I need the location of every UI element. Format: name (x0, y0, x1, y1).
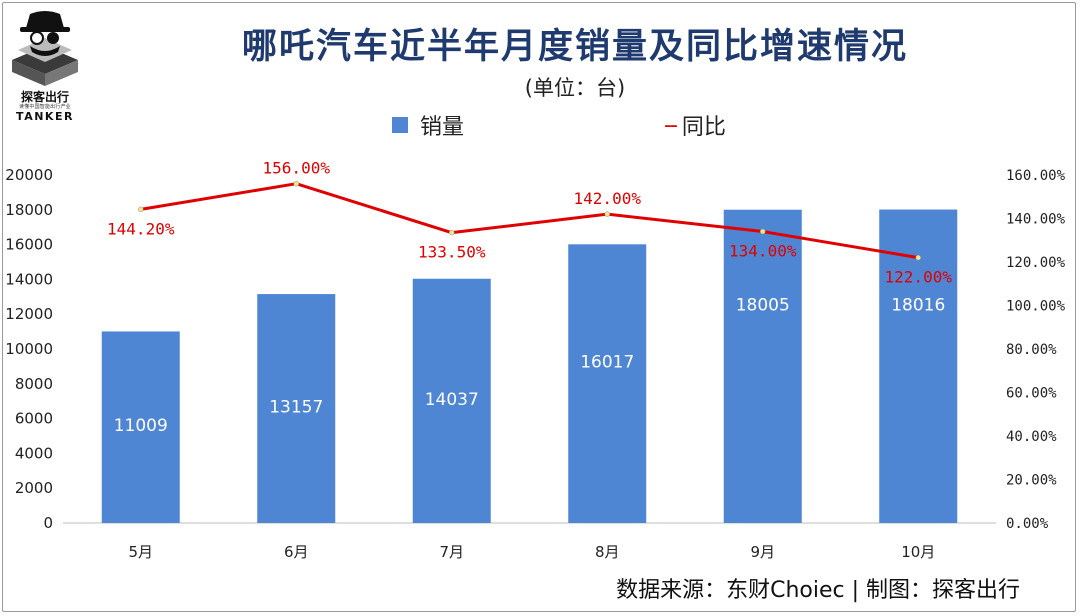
y-left-tick-label: 12000 (5, 305, 53, 323)
y-right-tick-label: 80.00% (1006, 342, 1057, 358)
y-left-tick-label: 18000 (5, 201, 53, 219)
y-left-tick-label: 8000 (15, 375, 53, 393)
yoy-point-marker (138, 206, 144, 213)
y-left-tick-label: 10000 (5, 340, 53, 358)
x-category-label: 9月 (750, 543, 775, 561)
yoy-value-label: 156.00% (263, 159, 331, 178)
logo-english-name: TANKER (16, 110, 74, 123)
legend-line-label: 同比 (681, 115, 726, 140)
y-right-tick-label: 20.00% (1006, 473, 1057, 489)
x-category-label: 7月 (439, 543, 464, 561)
y-right-tick-label: 140.00% (1006, 212, 1066, 228)
yoy-point-marker (760, 228, 766, 235)
y-left-tick-label: 6000 (15, 410, 53, 428)
chart-unit: (单位：台) (524, 76, 626, 100)
bar-value-label: 14037 (425, 390, 479, 410)
legend-line-swatch: -- (664, 112, 678, 138)
bar-value-label: 13157 (269, 398, 323, 418)
yoy-value-label: 134.00% (729, 242, 797, 261)
detective-icon (12, 11, 78, 86)
x-category-label: 10月 (901, 543, 935, 561)
x-category-label: 8月 (595, 543, 620, 561)
y-left-tick-label: 0 (43, 514, 53, 532)
bar-value-label: 16017 (580, 353, 634, 373)
sales-bar (412, 278, 491, 523)
legend-bar-label: 销量 (420, 115, 465, 140)
yoy-value-label: 122.00% (885, 268, 953, 287)
tanker-logo: 探客出行 读懂中国智能出行产业 TANKER (8, 6, 82, 123)
yoy-point-marker (915, 254, 921, 261)
yoy-value-label: 144.20% (107, 219, 175, 238)
legend-bar-entry: 销量 (392, 110, 464, 140)
legend-bar-swatch (392, 117, 408, 133)
yoy-point-marker (293, 180, 299, 187)
yoy-point-marker (449, 229, 455, 236)
y-right-tick-label: 0.00% (1006, 516, 1049, 532)
y-right-tick-label: 40.00% (1006, 429, 1057, 445)
bar-value-label: 11009 (114, 416, 168, 436)
chart-title: 哪吒汽车近半年月度销量及同比增速情况 (241, 27, 908, 67)
x-category-label: 6月 (284, 543, 309, 561)
logo-chinese-name: 探客出行 (20, 90, 69, 104)
yoy-value-label: 133.50% (418, 243, 486, 262)
sales-bar (879, 209, 958, 523)
yoy-growth-line (140, 182, 919, 260)
sales-bar (257, 294, 336, 523)
y-left-tick-label: 4000 (15, 444, 53, 462)
yoy-point-marker (604, 211, 610, 217)
sales-bar (568, 244, 647, 523)
yoy-value-label: 142.00% (574, 189, 642, 208)
y-left-tick-label: 16000 (5, 236, 53, 254)
y-left-tick-label: 14000 (5, 270, 53, 288)
y-left-tick-label: 2000 (15, 479, 53, 497)
y-right-tick-label: 120.00% (1006, 255, 1066, 271)
sales-bar (723, 209, 802, 523)
y-right-tick-label: 60.00% (1006, 386, 1057, 402)
legend-line-entry: -- 同比 (664, 110, 726, 141)
y-left-tick-label: 20000 (5, 166, 53, 184)
x-category-label: 5月 (128, 543, 153, 561)
data-source-credit: 数据来源：东财Choiec | 制图：探客出行 (616, 578, 1020, 603)
bar-value-label: 18005 (736, 295, 790, 315)
bar-value-label: 18016 (891, 295, 945, 315)
y-right-tick-label: 160.00% (1006, 168, 1066, 184)
logo-tagline: 读懂中国智能出行产业 (18, 104, 71, 110)
sales-bar (101, 331, 180, 523)
y-right-tick-label: 100.00% (1006, 299, 1066, 315)
